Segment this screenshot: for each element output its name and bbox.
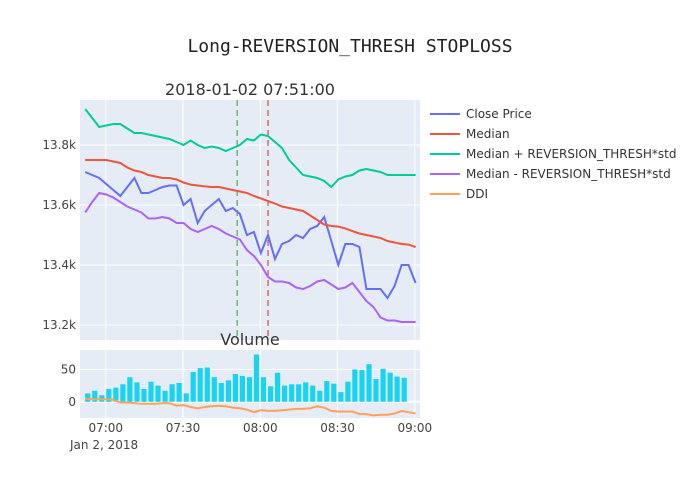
legend-item[interactable]: DDI: [430, 187, 488, 201]
volume-bar[interactable]: [176, 383, 182, 402]
volume-bar[interactable]: [324, 381, 330, 402]
volume-bar[interactable]: [134, 382, 140, 402]
volume-bar[interactable]: [232, 374, 238, 402]
series-line-median-reversion-thresh-std[interactable]: [84, 108, 416, 189]
volume-bar[interactable]: [310, 385, 316, 402]
price-y-tick-label: 13.2k: [42, 318, 76, 332]
x-tick-label: 09:00: [398, 421, 433, 435]
volume-bar[interactable]: [246, 377, 253, 402]
volume-bar[interactable]: [169, 384, 175, 402]
volume-bar[interactable]: [253, 354, 260, 402]
price-y-tick-label: 13.6k: [42, 198, 76, 212]
volume-bar[interactable]: [113, 387, 119, 402]
volume-bar[interactable]: [296, 384, 302, 402]
volume-bar[interactable]: [394, 376, 400, 402]
x-date-label: Jan 2, 2018: [69, 438, 138, 452]
volume-bar[interactable]: [359, 370, 365, 402]
legend-item[interactable]: Median: [430, 127, 510, 141]
volume-bar[interactable]: [275, 372, 281, 402]
volume-bar[interactable]: [120, 384, 126, 402]
volume-bar[interactable]: [401, 377, 407, 402]
volume-bar[interactable]: [190, 372, 196, 402]
volume-bar[interactable]: [148, 381, 154, 402]
volume-bar[interactable]: [345, 381, 351, 402]
volume-bar[interactable]: [239, 375, 245, 402]
volume-y-tick-label: 0: [68, 395, 76, 409]
volume-bar[interactable]: [127, 377, 133, 402]
volume-bar[interactable]: [211, 377, 217, 402]
legend[interactable]: Close Price Median Median + REVERSION_THRE…: [430, 107, 676, 201]
x-tick-label: 07:00: [88, 421, 123, 435]
x-tick-label: 08:00: [243, 421, 278, 435]
legend-label: Median - REVERSION_THRESH*std: [466, 167, 671, 181]
volume-bar[interactable]: [260, 377, 267, 402]
legend-item[interactable]: Close Price: [430, 107, 532, 121]
volume-bar[interactable]: [366, 364, 372, 402]
volume-bar[interactable]: [331, 383, 337, 402]
x-tick-label: 08:30: [320, 421, 355, 435]
price-y-tick-label: 13.4k: [42, 258, 76, 272]
series-line-ddi[interactable]: [85, 397, 416, 417]
volume-y-tick-label: 50: [61, 362, 76, 376]
volume-bar[interactable]: [387, 372, 393, 402]
legend-label: Median: [466, 127, 510, 141]
volume-bar[interactable]: [92, 390, 98, 402]
legend-item[interactable]: Median - REVERSION_THRESH*std: [430, 167, 671, 181]
volume-bar[interactable]: [303, 382, 309, 402]
volume-bar[interactable]: [352, 369, 358, 402]
volume-bar[interactable]: [162, 390, 168, 402]
volume-bar[interactable]: [197, 368, 203, 402]
price-y-tick-label: 13.8k: [42, 138, 76, 152]
volume-bar[interactable]: [282, 385, 288, 402]
volume-bar[interactable]: [204, 367, 210, 402]
legend-label: DDI: [466, 187, 488, 201]
series-line-median[interactable]: [85, 159, 416, 248]
series-line-median-reversion-thresh-std[interactable]: [84, 191, 416, 323]
volume-panel-subtitle: Volume: [220, 330, 280, 349]
legend-label: Close Price: [466, 107, 532, 121]
legend-item[interactable]: Median + REVERSION_THRESH*std: [430, 147, 676, 161]
volume-bar[interactable]: [225, 380, 231, 402]
series-line-close-price[interactable]: [84, 171, 417, 300]
price-panel-subtitle: 2018-01-02 07:51:00: [165, 80, 335, 99]
volume-bar[interactable]: [85, 393, 91, 402]
legend-label: Median + REVERSION_THRESH*std: [466, 147, 676, 161]
volume-bar[interactable]: [317, 390, 323, 402]
volume-bar[interactable]: [289, 384, 295, 402]
volume-bar[interactable]: [380, 368, 386, 402]
volume-bar[interactable]: [338, 392, 344, 402]
volume-bar[interactable]: [106, 388, 112, 402]
volume-bar[interactable]: [373, 379, 379, 402]
volume-bar[interactable]: [183, 393, 189, 402]
volume-bar[interactable]: [141, 388, 147, 402]
volume-bar[interactable]: [268, 386, 274, 402]
chart-title: Long-REVERSION_THRESH STOPLOSS: [187, 36, 512, 57]
volume-bar[interactable]: [155, 385, 161, 402]
volume-bar[interactable]: [218, 383, 224, 402]
x-tick-label: 07:30: [166, 421, 201, 435]
